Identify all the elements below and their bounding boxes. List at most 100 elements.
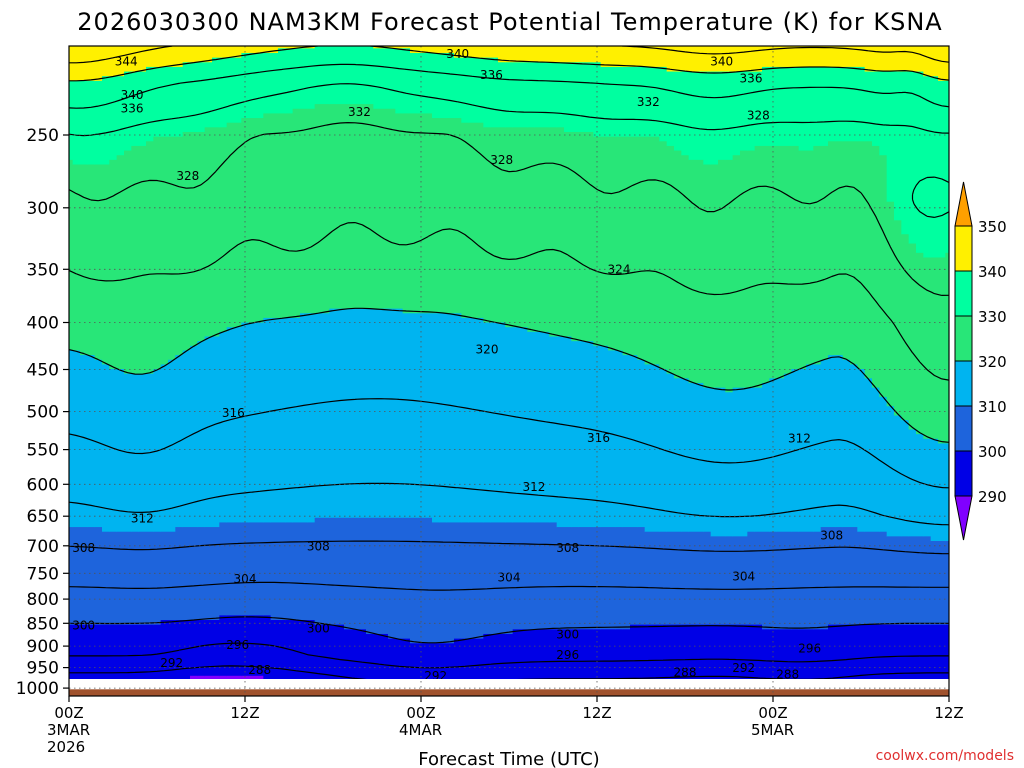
theta-band-cell — [659, 66, 668, 142]
colorbar-band — [954, 360, 973, 407]
theta-band-cell — [234, 122, 242, 328]
theta-band-cell — [248, 675, 257, 679]
theta-band-cell — [549, 629, 558, 679]
theta-band-cell — [336, 624, 345, 679]
theta-band-cell — [879, 71, 888, 156]
theta-band-cell — [446, 522, 455, 644]
theta-band-cell — [813, 46, 822, 68]
theta-band-cell — [806, 629, 814, 679]
theta-band-cell — [527, 46, 536, 63]
theta-band-cell — [842, 359, 851, 528]
theta-band-cell — [197, 675, 206, 679]
theta-band-cell — [600, 345, 609, 528]
theta-band-cell — [432, 46, 440, 54]
theta-band-cell — [212, 46, 220, 59]
theta-band-cell — [329, 46, 338, 105]
theta-band-cell — [615, 136, 624, 352]
theta-band-cell — [784, 531, 792, 630]
theta-band-cell — [358, 46, 367, 105]
theta-band-cell — [124, 46, 132, 73]
theta-band-cell — [241, 522, 250, 616]
theta-band-cell — [146, 624, 154, 679]
theta-band-cell — [175, 136, 184, 356]
theta-band-cell — [468, 57, 477, 124]
isotherm-324 — [69, 222, 949, 381]
theta-band-cell — [94, 359, 103, 528]
theta-band-cell — [857, 531, 866, 626]
theta-band-cell — [732, 155, 741, 389]
theta-band-cell — [263, 113, 272, 319]
theta-band-cell — [226, 327, 235, 524]
theta-band-cell — [688, 71, 697, 161]
theta-band-cell — [270, 620, 279, 679]
colorbar-band — [954, 405, 973, 452]
theta-band-cell — [901, 234, 910, 421]
theta-band-cell — [894, 220, 902, 417]
theta-band-cell — [102, 624, 110, 679]
theta-band-cell — [630, 66, 638, 138]
theta-band-cell — [432, 313, 440, 524]
colorbar-band — [954, 450, 973, 497]
theta-band-cell — [424, 313, 433, 519]
theta-band-cell — [527, 522, 536, 630]
theta-band-cell — [930, 541, 939, 626]
theta-band-cell — [916, 46, 924, 73]
contour-label: 308 — [72, 541, 95, 555]
theta-band-cell — [285, 48, 294, 114]
theta-band-cell — [94, 80, 103, 166]
theta-band-cell — [212, 336, 220, 528]
theta-band-cell — [608, 66, 616, 138]
theta-band-cell — [388, 308, 396, 519]
theta-band-cell — [248, 118, 257, 324]
theta-band-cell — [666, 71, 675, 147]
theta-band-cell — [703, 531, 712, 626]
theta-band-cell — [358, 104, 367, 310]
theta-band-cell — [69, 80, 74, 161]
theta-band-cell — [417, 46, 426, 54]
theta-band-cell — [454, 313, 462, 524]
theta-band-cell — [879, 46, 888, 73]
theta-band-cell — [688, 159, 697, 384]
theta-band-cell — [835, 46, 844, 68]
theta-band-cell — [762, 145, 770, 384]
theta-band-cell — [534, 62, 543, 128]
theta-band-cell — [307, 108, 316, 314]
theta-band-cell — [938, 541, 946, 626]
theta-band-cell — [483, 46, 492, 59]
colorbar-tick-label: 350 — [978, 218, 1007, 236]
theta-band-cell — [615, 527, 624, 630]
theta-band-cell — [564, 527, 572, 630]
theta-band-cell — [564, 131, 572, 338]
theta-band-cell — [564, 629, 572, 679]
theta-band-cell — [828, 141, 836, 356]
theta-band-cell — [424, 113, 433, 314]
theta-band-cell — [314, 517, 323, 626]
theta-band-cell — [644, 624, 653, 679]
x-tick-label: 00Z — [758, 704, 787, 722]
theta-band-cell — [520, 327, 528, 524]
theta-band-cell — [652, 66, 660, 138]
theta-band-cell — [681, 624, 690, 679]
theta-band-cell — [197, 341, 206, 528]
theta-band-cell — [80, 355, 88, 528]
theta-band-cell — [461, 122, 470, 319]
theta-band-cell — [908, 46, 917, 73]
theta-band-cell — [886, 201, 895, 407]
theta-band-cell — [776, 46, 785, 68]
theta-band-cell — [608, 629, 616, 679]
contour-label: 340 — [446, 47, 469, 61]
theta-band-cell — [945, 541, 949, 626]
contour-label: 308 — [307, 539, 330, 553]
theta-band-cell — [160, 620, 169, 679]
contour-label: 336 — [740, 72, 763, 86]
theta-band-cell — [542, 522, 550, 630]
theta-band-cell — [138, 46, 147, 73]
theta-band-cell — [813, 629, 822, 679]
theta-band-cell — [703, 46, 712, 73]
theta-band-cell — [901, 46, 910, 73]
theta-band-cell — [938, 624, 946, 679]
theta-band-cell — [212, 675, 220, 679]
theta-band-cell — [505, 46, 514, 63]
theta-band-cell — [278, 48, 286, 114]
y-tick-label: 700 — [27, 537, 59, 557]
